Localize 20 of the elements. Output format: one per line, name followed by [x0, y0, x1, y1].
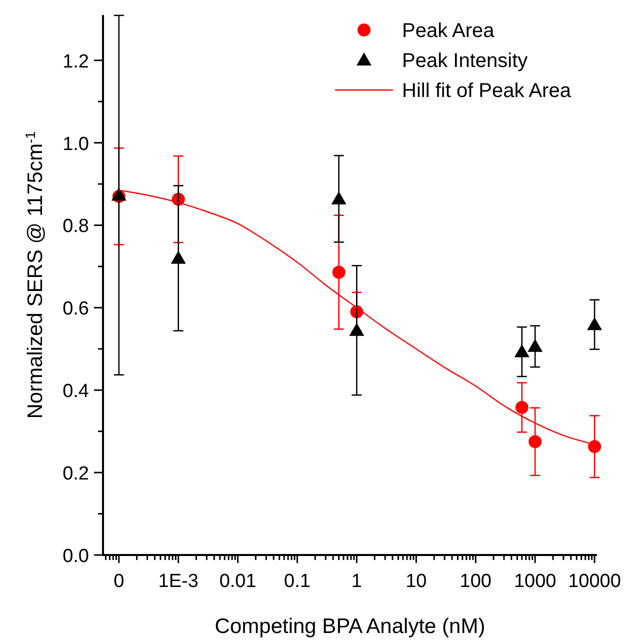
y-tick-label: 1.0 — [62, 134, 89, 155]
x-tick-label: 10000 — [568, 571, 621, 592]
legend-label: Peak Intensity — [402, 50, 528, 72]
x-tick-label: 1000 — [514, 571, 556, 592]
y-tick-label: 0.2 — [62, 464, 89, 485]
x-tick-label: 0 — [114, 571, 124, 592]
x-axis-title: Competing BPA Analyte (nM) — [214, 615, 486, 638]
x-tick-label: 0.1 — [284, 571, 310, 592]
y-tick-label: 0.4 — [62, 381, 90, 402]
legend-label: Peak Area — [402, 20, 496, 42]
x-tick-label: 1E-3 — [158, 571, 198, 592]
x-tick-label: 0.01 — [219, 571, 256, 592]
x-tick-label: 10 — [406, 571, 427, 592]
legend-label: Hill fit of Peak Area — [402, 80, 572, 102]
x-tick-label: 1 — [351, 571, 362, 592]
y-tick-label: 1.2 — [62, 51, 89, 72]
y-tick-label: 0.6 — [62, 298, 89, 320]
y-tick-label: 0.8 — [62, 216, 89, 238]
y-tick-label: 0.0 — [62, 546, 89, 567]
x-tick-label: 100 — [460, 571, 492, 592]
